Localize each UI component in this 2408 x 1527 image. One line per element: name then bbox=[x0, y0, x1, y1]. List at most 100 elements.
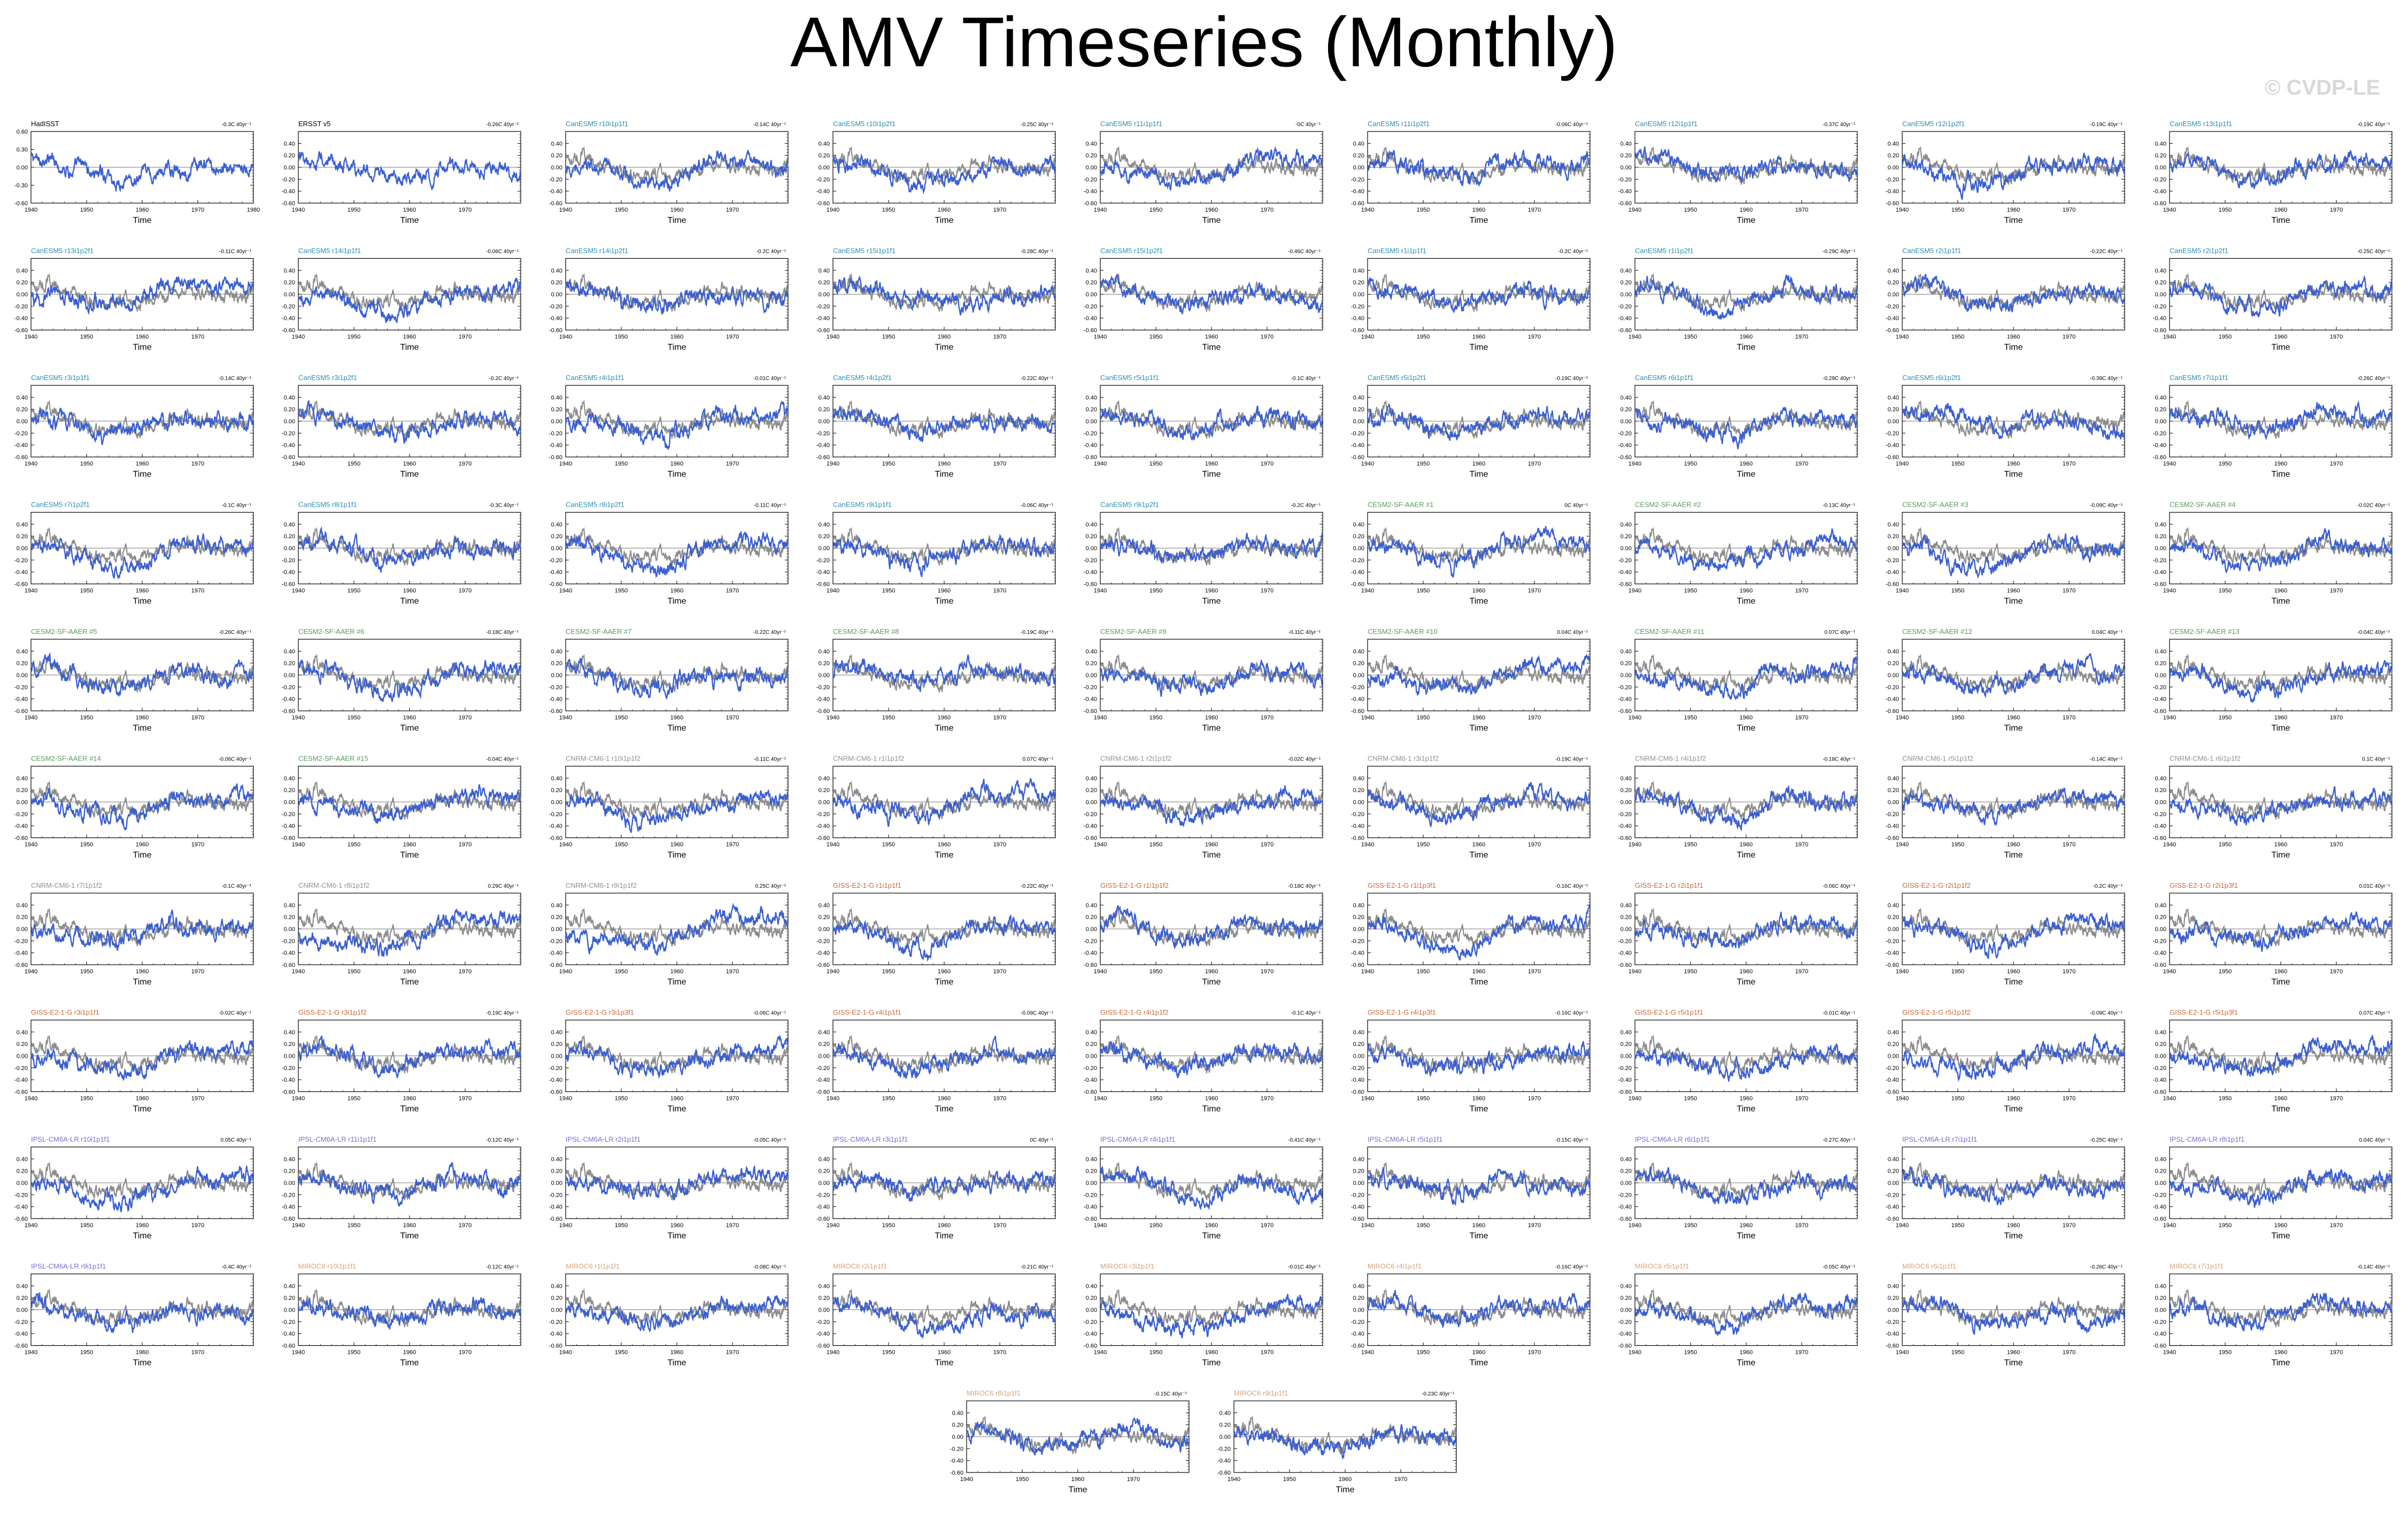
panel-title: CNRM-CM6-1 r6i1p1f2 bbox=[2170, 755, 2241, 763]
amv-panel: CanESM5 r11i1p2f1 -0.06C 40yr⁻¹ 0.40 0.20 0.… bbox=[1351, 120, 1591, 225]
simulated-series-line bbox=[1367, 905, 1591, 961]
x-axis-label: Time bbox=[668, 597, 686, 606]
panel-trend: -0.22C 40yr⁻¹ bbox=[1021, 883, 1054, 889]
x-axis-label: Time bbox=[2004, 216, 2023, 225]
amv-panel: CESM2-SF-AAER #10 0.04C 40yr⁻¹ 0.40 0.20 0.0… bbox=[1351, 627, 1591, 733]
y-tick-label: -0.60 bbox=[14, 708, 28, 715]
y-tick-label: -0.20 bbox=[14, 938, 28, 944]
y-tick-label: 0.20 bbox=[17, 787, 28, 794]
y-tick-label: -0.20 bbox=[1618, 684, 1632, 691]
y-tick-label: -0.40 bbox=[1618, 950, 1632, 957]
y-tick-label: 0.00 bbox=[17, 800, 28, 806]
y-tick-label: -0.40 bbox=[1084, 823, 1097, 830]
y-tick-label: 0.00 bbox=[2155, 165, 2166, 171]
panel-title: CNRM-CM6-1 r7i1p1f2 bbox=[31, 881, 102, 889]
y-tick-label: -0.40 bbox=[1084, 950, 1097, 957]
observed-series-line bbox=[832, 780, 1056, 820]
y-tick-label: 0.00 bbox=[1620, 926, 1632, 933]
x-axis-label: Time bbox=[400, 851, 419, 860]
x-axis-label: Time bbox=[1470, 216, 1488, 225]
page-title: AMV Timeseries (Monthly) bbox=[0, 3, 2408, 81]
y-tick-label: -0.20 bbox=[816, 430, 830, 437]
x-axis-label: Time bbox=[1202, 851, 1221, 860]
y-tick-label: 0.00 bbox=[17, 292, 28, 298]
y-tick-label: 0.00 bbox=[819, 672, 830, 679]
y-tick-label: 0.20 bbox=[1888, 661, 1899, 667]
y-tick-label: 0.40 bbox=[284, 268, 295, 274]
y-tick-label: -0.20 bbox=[1618, 938, 1632, 944]
y-tick-label: 0.40 bbox=[1086, 394, 1097, 401]
y-tick-label: 0.00 bbox=[284, 165, 295, 171]
simulated-series-line bbox=[1902, 152, 2125, 200]
x-tick-label: 1950 bbox=[1417, 207, 1430, 213]
panel-trend: -0.06C 40yr⁻¹ bbox=[219, 757, 252, 763]
y-tick-label: -0.60 bbox=[816, 835, 830, 842]
x-tick-label: 1970 bbox=[1795, 588, 1808, 594]
panel-trend: 0.1C 40yr⁻¹ bbox=[2362, 757, 2390, 763]
x-axis-label: Time bbox=[668, 978, 686, 987]
x-tick-label: 1950 bbox=[615, 842, 628, 848]
y-tick-label: -0.40 bbox=[14, 569, 28, 576]
y-tick-label: -0.40 bbox=[1618, 443, 1632, 449]
y-tick-label: 0.20 bbox=[551, 153, 562, 159]
y-tick-label: 0.20 bbox=[1620, 280, 1632, 286]
x-tick-label: 1940 bbox=[1094, 968, 1107, 975]
x-tick-label: 1950 bbox=[1684, 842, 1697, 848]
panel-trend: -0.19C 40yr⁻¹ bbox=[1555, 757, 1588, 763]
y-tick-label: -0.20 bbox=[1351, 684, 1364, 691]
y-tick-label: -0.60 bbox=[816, 708, 830, 715]
amv-panel: CanESM5 r8i1p1f1 -0.3C 40yr⁻¹ 0.40 0.20 0.00… bbox=[282, 501, 521, 606]
amv-panel: CNRM-CM6-1 r2i1p1f2 -0.02C 40yr⁻¹ 0.40 0.20… bbox=[1084, 755, 1323, 860]
y-tick-label: 0.40 bbox=[1620, 394, 1632, 401]
y-tick-label: 0.40 bbox=[1086, 776, 1097, 782]
y-tick-label: -0.60 bbox=[2153, 200, 2166, 207]
x-axis-label: Time bbox=[935, 724, 954, 733]
y-tick-label: -0.40 bbox=[282, 443, 295, 449]
y-tick-label: -0.20 bbox=[2153, 557, 2166, 564]
x-axis-label: Time bbox=[400, 597, 419, 606]
x-tick-label: 1950 bbox=[882, 715, 895, 721]
x-tick-label: 1960 bbox=[136, 715, 149, 721]
panel-trend: -0.13C 40yr⁻¹ bbox=[1823, 503, 1856, 509]
y-tick-label: -0.20 bbox=[2153, 430, 2166, 437]
x-tick-label: 1970 bbox=[726, 461, 739, 467]
y-tick-label: 0.20 bbox=[1888, 787, 1899, 794]
x-tick-label: 1940 bbox=[1896, 715, 1909, 721]
y-tick-label: 0.20 bbox=[17, 280, 28, 286]
x-tick-label: 1950 bbox=[348, 461, 360, 467]
x-tick-label: 1940 bbox=[827, 968, 839, 975]
y-tick-label: 0.40 bbox=[2155, 522, 2166, 528]
x-tick-label: 1960 bbox=[1472, 207, 1485, 213]
y-tick-label: 0.40 bbox=[17, 902, 28, 909]
panel-title: CanESM5 r4i1p1f1 bbox=[566, 374, 624, 382]
x-tick-label: 1950 bbox=[1417, 461, 1430, 467]
y-tick-label: 0.20 bbox=[551, 533, 562, 540]
panel-trend: -0.2C 40yr⁻¹ bbox=[1558, 249, 1588, 255]
x-tick-label: 1940 bbox=[1629, 715, 1641, 721]
panel-trend: 0.04C 40yr⁻¹ bbox=[2091, 630, 2123, 635]
y-tick-label: 0.30 bbox=[17, 147, 28, 153]
panel-trend: -0.22C 40yr⁻¹ bbox=[2090, 249, 2123, 255]
x-tick-label: 1960 bbox=[2007, 461, 2020, 467]
x-tick-label: 1950 bbox=[615, 968, 628, 975]
x-axis-label: Time bbox=[1737, 978, 1756, 987]
y-tick-label: 0.40 bbox=[1353, 141, 1364, 147]
x-tick-label: 1950 bbox=[1149, 842, 1162, 848]
y-tick-label: 0.00 bbox=[1888, 418, 1899, 425]
x-tick-label: 1950 bbox=[1951, 207, 1964, 213]
x-tick-label: 1940 bbox=[1094, 842, 1107, 848]
y-tick-label: -0.60 bbox=[1351, 328, 1364, 334]
y-tick-label: 0.00 bbox=[284, 800, 295, 806]
panel-title: CESM2-SF-AAER #1 bbox=[1368, 501, 1434, 509]
amv-panel: CanESM5 r11i1p1f1 -0C 40yr⁻¹ 0.40 0.20 0.00 -… bbox=[1084, 120, 1323, 225]
y-tick-label: -0.40 bbox=[1886, 315, 1899, 322]
panel-title: CanESM5 r9i1p2f1 bbox=[1100, 501, 1159, 509]
panel-trend: -0.28C 40yr⁻¹ bbox=[1021, 249, 1054, 255]
y-tick-label: 0.40 bbox=[17, 648, 28, 655]
x-tick-label: 1940 bbox=[25, 334, 37, 340]
y-tick-label: 0.40 bbox=[1086, 141, 1097, 147]
amv-panel: CESM2-SF-AAER #4 -0.02C 40yr⁻¹ 0.40 0.20 0.0… bbox=[2153, 501, 2392, 606]
y-tick-label: -0.20 bbox=[1886, 557, 1899, 564]
y-tick-label: 0.20 bbox=[1620, 661, 1632, 667]
panel-trend: -0.1C 40yr⁻¹ bbox=[1291, 376, 1321, 382]
